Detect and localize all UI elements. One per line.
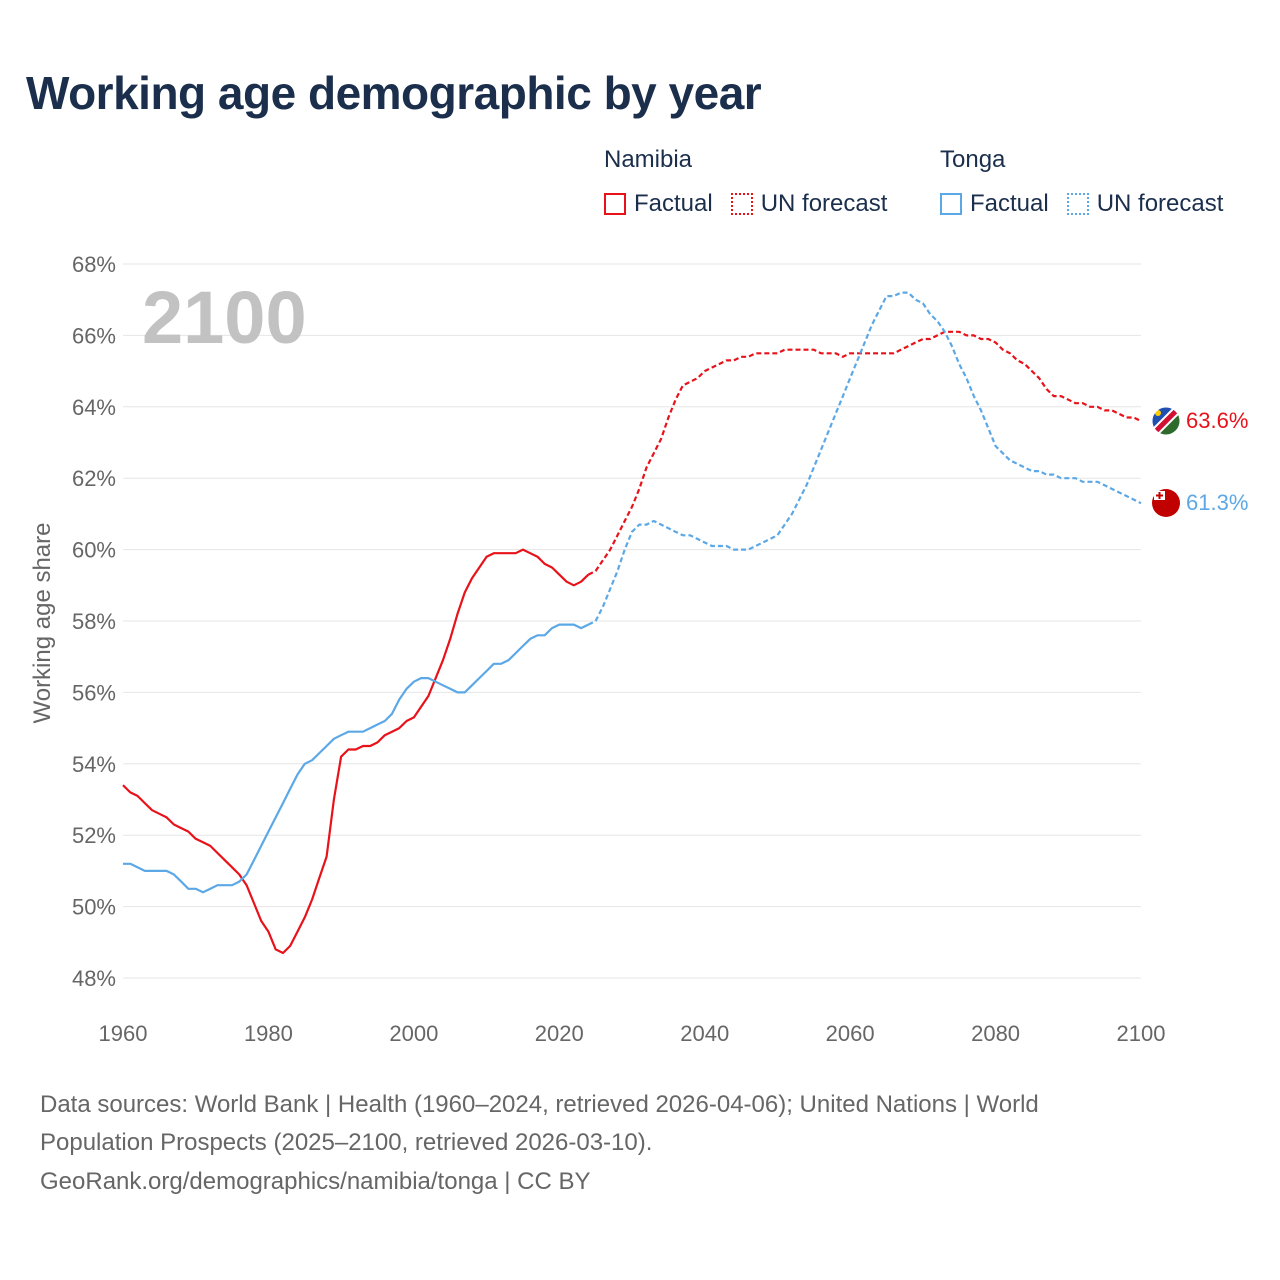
x-axis-ticks: 1960 1980 2000 2020 2040 2060 2080 2100 (99, 1021, 1166, 1046)
x-tick-label: 1980 (244, 1021, 293, 1046)
series-lines (122, 291, 1142, 955)
y-tick-label: 54% (72, 752, 116, 777)
x-tick-label: 2040 (680, 1021, 729, 1046)
legend-label-factual: Factual (970, 190, 1049, 217)
namibia-flag-icon (1151, 406, 1181, 436)
x-tick-label: 2100 (1117, 1021, 1166, 1046)
dotted-line-swatch (1066, 193, 1089, 215)
year-watermark: 2100 (142, 276, 307, 359)
dotted-line-swatch (730, 193, 753, 215)
legend-country-namibia: Namibia (604, 146, 693, 173)
y-tick-label: 52% (72, 823, 116, 848)
namibia-factual-line (122, 548, 590, 955)
legend-item-namibia-factual[interactable]: Factual (604, 190, 713, 218)
y-tick-label: 66% (72, 323, 116, 348)
source-line-2: Population Prospects (2025–2100, retriev… (40, 1129, 653, 1156)
y-tick-label: 64% (72, 395, 116, 420)
y-tick-label: 48% (72, 966, 116, 991)
x-tick-label: 2020 (535, 1021, 584, 1046)
source-line-1: Data sources: World Bank | Health (1960–… (40, 1091, 1039, 1118)
chart-title: Working age demographic by year (26, 67, 762, 119)
solid-line-swatch (940, 193, 962, 215)
tonga-end-value: 61.3% (1186, 490, 1248, 515)
legend-label-forecast: UN forecast (760, 190, 888, 217)
grid-lines (123, 263, 1141, 979)
legend-item-tonga-forecast[interactable]: UN forecast (1066, 190, 1224, 218)
y-tick-label: 58% (72, 609, 116, 634)
x-tick-label: 1960 (99, 1021, 148, 1046)
legend-namibia: Namibia Factual UN forecast (604, 144, 905, 222)
tonga-flag-icon (1152, 489, 1180, 517)
x-tick-label: 2080 (971, 1021, 1020, 1046)
solid-line-swatch (604, 193, 626, 215)
y-tick-label: 68% (72, 252, 116, 277)
legend-label-forecast: UN forecast (1096, 190, 1224, 217)
legend-tonga: Tonga Factual UN forecast (940, 144, 1241, 222)
tonga-factual-line (123, 623, 589, 894)
line-chart: 2100 Working age share 48% 50% 52% 54% 56% 58… (29, 252, 1248, 1046)
source-link[interactable]: GeoRank.org/demographics/namibia/tonga |… (40, 1168, 591, 1195)
y-tick-label: 60% (72, 538, 116, 563)
legend-label-factual: Factual (634, 190, 713, 217)
tonga-forecast-line (587, 291, 1142, 626)
y-tick-label: 50% (72, 895, 116, 920)
y-axis-ticks: 48% 50% 52% 54% 56% 58% 60% 62% 64% 66% 68% (72, 252, 116, 991)
y-tick-label: 62% (72, 466, 116, 491)
legend-item-tonga-factual[interactable]: Factual (940, 190, 1049, 218)
y-tick-label: 56% (72, 680, 116, 705)
namibia-end-value: 63.6% (1186, 408, 1248, 433)
x-tick-label: 2060 (826, 1021, 875, 1046)
namibia-forecast-line (587, 330, 1142, 576)
x-tick-label: 2000 (389, 1021, 438, 1046)
legend-item-namibia-forecast[interactable]: UN forecast (730, 190, 888, 218)
legend-country-tonga: Tonga (940, 146, 1006, 173)
y-axis-label: Working age share (29, 523, 56, 724)
